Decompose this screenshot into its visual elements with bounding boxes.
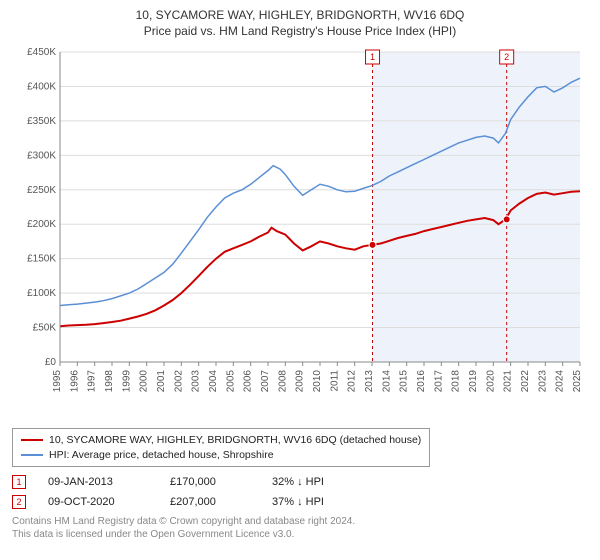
svg-text:2024: 2024 xyxy=(555,370,566,393)
svg-text:£300K: £300K xyxy=(27,150,56,161)
chart-area: £0 £50K £100K £150K £200K £250K £300K £350K £400… xyxy=(12,42,588,422)
svg-text:£100K: £100K xyxy=(27,288,56,299)
transaction-date: 09-JAN-2013 xyxy=(48,476,148,488)
footer-line2: This data is licensed under the Open Gov… xyxy=(12,528,588,541)
title-line2: Price paid vs. HM Land Registry's House … xyxy=(12,24,588,38)
svg-text:2021: 2021 xyxy=(503,370,514,393)
svg-text:2019: 2019 xyxy=(468,370,479,393)
svg-text:£450K: £450K xyxy=(27,47,56,58)
transaction-delta: 37% ↓ HPI xyxy=(272,496,324,508)
svg-text:2002: 2002 xyxy=(173,370,184,393)
svg-text:2000: 2000 xyxy=(139,370,150,393)
svg-text:2006: 2006 xyxy=(243,370,254,393)
transaction-row: 1 09-JAN-2013 £170,000 32% ↓ HPI xyxy=(12,475,588,489)
price-chart: £0 £50K £100K £150K £200K £250K £300K £350K £400… xyxy=(12,42,588,422)
legend-swatch xyxy=(21,439,43,441)
svg-text:2025: 2025 xyxy=(572,370,583,393)
svg-text:2011: 2011 xyxy=(329,370,340,392)
svg-text:£250K: £250K xyxy=(27,185,56,196)
svg-text:2015: 2015 xyxy=(399,370,410,393)
svg-text:£150K: £150K xyxy=(27,254,56,265)
footer-note: Contains HM Land Registry data © Crown c… xyxy=(12,515,588,541)
title-line1: 10, SYCAMORE WAY, HIGHLEY, BRIDGNORTH, W… xyxy=(12,8,588,22)
svg-text:2008: 2008 xyxy=(277,370,288,393)
legend-label: HPI: Average price, detached house, Shro… xyxy=(49,448,274,463)
svg-text:2018: 2018 xyxy=(451,370,462,393)
svg-text:2020: 2020 xyxy=(485,370,496,393)
transaction-date: 09-OCT-2020 xyxy=(48,496,148,508)
svg-text:2014: 2014 xyxy=(381,370,392,393)
svg-text:2005: 2005 xyxy=(225,370,236,393)
chart-container: 10, SYCAMORE WAY, HIGHLEY, BRIDGNORTH, W… xyxy=(0,0,600,560)
svg-text:2022: 2022 xyxy=(520,370,531,393)
svg-text:1998: 1998 xyxy=(104,370,115,393)
svg-text:2003: 2003 xyxy=(191,370,202,393)
svg-text:2009: 2009 xyxy=(295,370,306,393)
svg-text:£0: £0 xyxy=(45,357,57,368)
svg-text:1995: 1995 xyxy=(52,370,63,393)
svg-text:2010: 2010 xyxy=(312,370,323,393)
legend-row: 10, SYCAMORE WAY, HIGHLEY, BRIDGNORTH, W… xyxy=(21,433,421,448)
legend-label: 10, SYCAMORE WAY, HIGHLEY, BRIDGNORTH, W… xyxy=(49,433,421,448)
svg-text:2004: 2004 xyxy=(208,370,219,393)
title-block: 10, SYCAMORE WAY, HIGHLEY, BRIDGNORTH, W… xyxy=(12,8,588,38)
svg-text:2007: 2007 xyxy=(260,370,271,393)
transaction-marker: 2 xyxy=(12,495,26,509)
svg-text:2013: 2013 xyxy=(364,370,375,393)
svg-text:2: 2 xyxy=(504,52,509,62)
svg-text:1996: 1996 xyxy=(69,370,80,393)
svg-text:£350K: £350K xyxy=(27,116,56,127)
svg-text:£400K: £400K xyxy=(27,81,56,92)
transaction-price: £170,000 xyxy=(170,476,250,488)
svg-text:1999: 1999 xyxy=(121,370,132,393)
svg-text:£200K: £200K xyxy=(27,219,56,230)
svg-text:2017: 2017 xyxy=(433,370,444,393)
footer-line1: Contains HM Land Registry data © Crown c… xyxy=(12,515,588,528)
legend: 10, SYCAMORE WAY, HIGHLEY, BRIDGNORTH, W… xyxy=(12,428,430,467)
transaction-marker: 1 xyxy=(12,475,26,489)
transaction-delta: 32% ↓ HPI xyxy=(272,476,324,488)
svg-text:1: 1 xyxy=(370,52,375,62)
transaction-table: 1 09-JAN-2013 £170,000 32% ↓ HPI 2 09-OCT-202… xyxy=(12,475,588,509)
svg-text:2016: 2016 xyxy=(416,370,427,393)
transaction-price: £207,000 xyxy=(170,496,250,508)
transaction-row: 2 09-OCT-2020 £207,000 37% ↓ HPI xyxy=(12,495,588,509)
svg-text:1997: 1997 xyxy=(87,370,98,393)
svg-text:2001: 2001 xyxy=(156,370,167,393)
svg-text:2023: 2023 xyxy=(537,370,548,393)
svg-text:£50K: £50K xyxy=(33,323,57,334)
legend-row: HPI: Average price, detached house, Shro… xyxy=(21,448,421,463)
legend-swatch xyxy=(21,454,43,456)
svg-text:2012: 2012 xyxy=(347,370,358,393)
